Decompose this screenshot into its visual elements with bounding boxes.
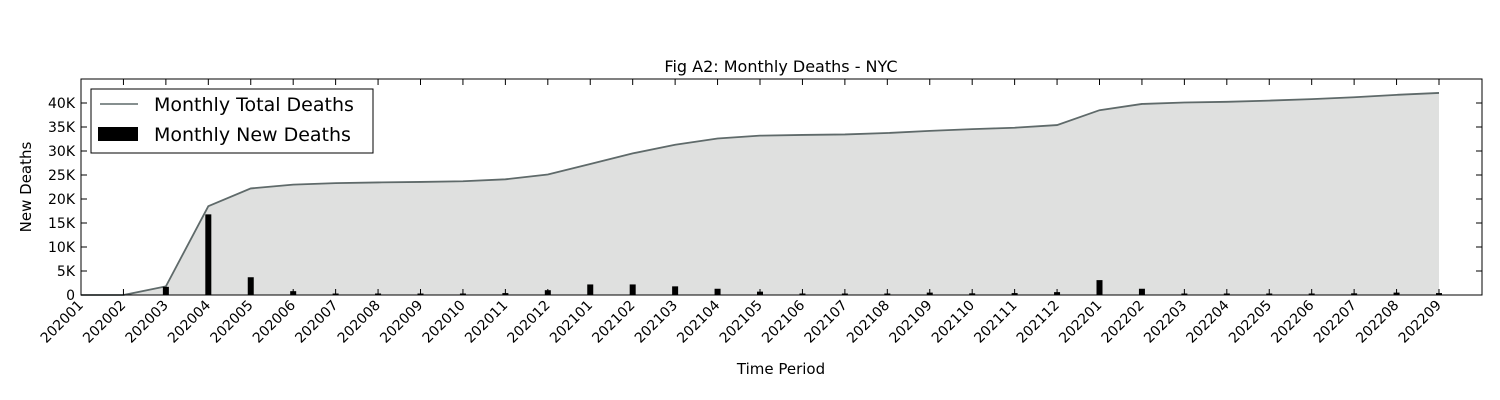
x-tick-label: 202010 — [420, 298, 469, 347]
x-tick-label: 202107 — [802, 298, 851, 347]
y-tick-label: 35K — [48, 120, 76, 136]
x-tick-label: 202112 — [1014, 298, 1063, 347]
y-tick-label: 20K — [48, 192, 76, 208]
y-axis: 0 5K 10K 15K 20K 25K 30K 35K 40K — [48, 96, 1482, 304]
x-tick-label: 202204 — [1184, 297, 1233, 346]
x-tick-label: 202205 — [1226, 298, 1275, 347]
y-tick-label: 10K — [48, 240, 76, 256]
x-tick-label: 202202 — [1099, 298, 1148, 347]
x-tick-label: 202101 — [547, 298, 596, 347]
new-deaths-bar — [205, 214, 212, 295]
x-tick-label: 202002 — [80, 298, 129, 347]
y-tick-label: 15K — [48, 216, 76, 232]
x-tick-label: 202103 — [632, 298, 681, 347]
y-tick-label: 30K — [48, 144, 76, 160]
x-tick-label: 202102 — [589, 298, 638, 347]
x-tick-label: 202008 — [335, 298, 384, 347]
x-tick-label: 202206 — [1268, 297, 1317, 346]
x-tick-label: 202111 — [971, 298, 1020, 347]
y-tick-label: 25K — [48, 168, 76, 184]
x-tick-label: 202007 — [292, 298, 341, 347]
x-tick-label: 202011 — [462, 298, 511, 347]
x-tick-label: 202001 — [38, 298, 87, 347]
x-tick-label: 202209 — [1396, 298, 1445, 347]
x-tick-label: 202009 — [377, 298, 426, 347]
chart-title: Fig A2: Monthly Deaths - NYC — [664, 57, 897, 76]
x-tick-label: 202106 — [759, 297, 808, 346]
legend-label-new-deaths: Monthly New Deaths — [154, 124, 351, 146]
x-tick-label: 202203 — [1141, 298, 1190, 347]
y-tick-label: 0 — [66, 288, 75, 304]
y-axis-label: New Deaths — [17, 141, 35, 232]
x-tick-label: 202110 — [929, 298, 978, 347]
x-tick-label: 202005 — [207, 298, 256, 347]
x-tick-label: 202004 — [165, 297, 214, 346]
x-tick-label: 202109 — [886, 298, 935, 347]
legend-label-total-deaths: Monthly Total Deaths — [154, 94, 354, 116]
legend-swatch-new-deaths — [98, 127, 138, 141]
new-deaths-bar — [247, 277, 254, 295]
x-tick-label: 202207 — [1311, 298, 1360, 347]
x-tick-label: 202012 — [505, 298, 554, 347]
new-deaths-bar — [1096, 280, 1103, 295]
x-tick-label: 202104 — [674, 297, 723, 346]
y-tick-label: 5K — [57, 264, 76, 280]
x-tick-label: 202105 — [717, 298, 766, 347]
x-tick-label: 202201 — [1056, 298, 1105, 347]
legend: Monthly Total Deaths Monthly New Deaths — [90, 88, 374, 154]
legend-box — [90, 88, 374, 154]
x-tick-label: 202208 — [1353, 298, 1402, 347]
x-tick-label: 202006 — [250, 297, 299, 346]
total-deaths-area — [81, 92, 1439, 295]
x-axis-label: Time Period — [736, 360, 825, 378]
x-tick-label: 202108 — [844, 298, 893, 347]
plot-frame — [80, 78, 1483, 296]
x-tick-label: 202003 — [123, 298, 172, 347]
y-tick-label: 40K — [48, 96, 76, 112]
